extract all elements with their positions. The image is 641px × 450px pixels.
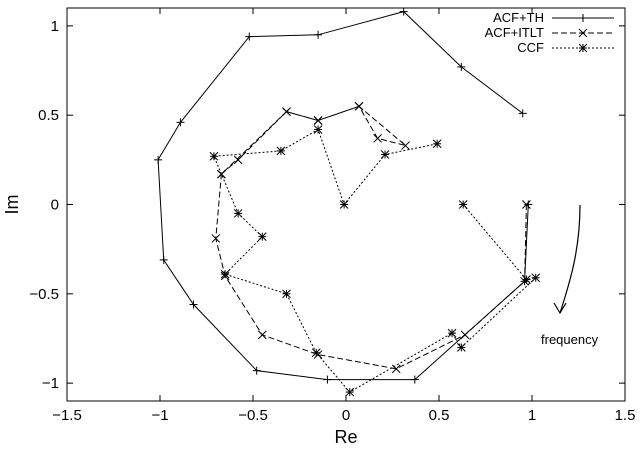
legend-marker: [579, 14, 587, 22]
data-point-acf-itlt: [211, 234, 221, 243]
data-point-ccf: [257, 232, 267, 242]
series-line-acf-th: [157, 11, 529, 381]
data-point-ccf: [311, 348, 321, 358]
data-point-ccf: [313, 125, 323, 134]
y-tick-label: −0.5: [29, 286, 59, 303]
legend-marker: [578, 28, 588, 38]
data-point-ccf: [233, 209, 243, 218]
data-point-acf-th: [154, 155, 163, 164]
data-point-acf-th: [245, 32, 254, 41]
series-acf-itlt: [211, 101, 531, 374]
data-point-acf-itlt: [217, 169, 226, 179]
legend-item-acf-itlt: ACF+ITLT: [485, 25, 614, 40]
x-tick-label: 1: [528, 407, 536, 424]
frequency-arrow-icon: [559, 204, 581, 314]
legend-marker: [578, 43, 588, 53]
data-point-ccf: [522, 275, 531, 284]
x-tick-label: 0: [342, 407, 350, 424]
legend-label: ACF+TH: [493, 10, 544, 25]
data-point-ccf: [209, 151, 219, 161]
data-point-acf-th: [176, 118, 185, 127]
data-point-acf-itlt: [460, 330, 470, 340]
data-point-ccf: [380, 150, 390, 159]
y-tick-label: −1: [42, 375, 59, 392]
y-tick-label: 0: [51, 197, 59, 214]
data-point-acf-itlt: [373, 134, 382, 143]
data-point-acf-itlt: [257, 330, 267, 340]
data-point-acf-itlt: [313, 116, 323, 125]
data-point-acf-th: [323, 375, 332, 384]
data-point-acf-th: [252, 366, 261, 375]
legend-label: ACF+ITLT: [485, 25, 544, 40]
data-point-acf-th: [524, 200, 533, 209]
data-point-acf-itlt: [391, 364, 401, 374]
series-ccf: [209, 125, 541, 397]
data-point-acf-th: [314, 30, 323, 39]
data-point-acf-th: [159, 255, 168, 264]
data-point-ccf: [345, 387, 355, 397]
data-point-ccf: [339, 200, 349, 209]
data-point-ccf: [447, 328, 457, 338]
legend-item-acf-th: ACF+TH: [493, 10, 614, 25]
data-point-acf-itlt: [354, 101, 364, 111]
data-point-ccf: [432, 139, 442, 149]
series-acf-th: [154, 7, 533, 384]
data-point-ccf: [282, 289, 291, 299]
x-tick-label: −0.5: [238, 407, 268, 424]
frequency-annotation: frequency: [541, 204, 599, 347]
data-point-ccf: [456, 343, 466, 352]
series-layer: [154, 7, 541, 397]
y-axis-label: Im: [2, 195, 22, 215]
data-point-acf-th: [518, 109, 527, 118]
ticks-layer: −1.5 −1 −0.5 0 0.5 1 1.5 −1 −0.5 0 0.5 1: [29, 8, 635, 424]
data-point-ccf: [531, 273, 541, 283]
data-point-acf-th: [399, 7, 408, 16]
legend-item-ccf: CCF: [517, 40, 614, 55]
data-point-acf-itlt: [282, 107, 291, 116]
x-tick-label: −1: [151, 407, 168, 424]
x-tick-label: 1.5: [615, 407, 636, 424]
x-axis-label: Re: [334, 427, 357, 447]
data-point-acf-th: [189, 300, 198, 309]
data-point-ccf: [458, 200, 468, 209]
data-point-acf-th: [410, 375, 419, 384]
x-tick-label: −1.5: [52, 407, 82, 424]
y-tick-label: 0.5: [38, 107, 59, 124]
data-point-acf-itlt: [233, 155, 243, 165]
legend-label: CCF: [517, 40, 544, 55]
data-point-acf-th: [457, 62, 466, 71]
data-point-ccf: [276, 146, 286, 156]
x-tick-label: 0.5: [429, 407, 450, 424]
frequency-annotation-label: frequency: [541, 332, 599, 347]
arrowhead-icon: [553, 302, 567, 315]
data-point-ccf: [220, 269, 230, 279]
data-point-acf-itlt: [401, 141, 410, 150]
y-tick-label: 1: [51, 18, 59, 35]
data-point-acf-itlt: [522, 200, 531, 209]
